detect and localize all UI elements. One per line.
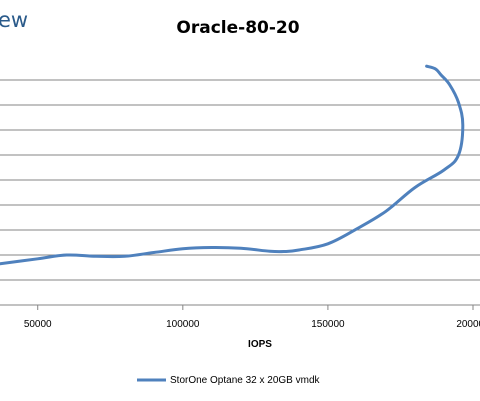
x-tick-labels: 50000 100000 150000 200000	[24, 319, 480, 330]
x-tick-label-2: 100000	[166, 319, 200, 330]
x-tick-label-1: 50000	[24, 319, 52, 330]
x-axis-title: IOPS	[248, 339, 272, 350]
gridlines	[0, 79, 480, 281]
series-line-1	[0, 64, 465, 266]
brand-text: ew	[0, 8, 28, 32]
x-axis	[0, 304, 480, 310]
chart-title: Oracle-80-20	[176, 18, 299, 38]
legend-label: StorOne Optane 32 x 20GB vmdk	[170, 375, 321, 386]
x-tick-label-4: 200000	[456, 319, 480, 330]
legend: StorOne Optane 32 x 20GB vmdk	[137, 375, 321, 386]
x-tick-label-3: 150000	[311, 319, 345, 330]
series-lines	[0, 64, 465, 266]
